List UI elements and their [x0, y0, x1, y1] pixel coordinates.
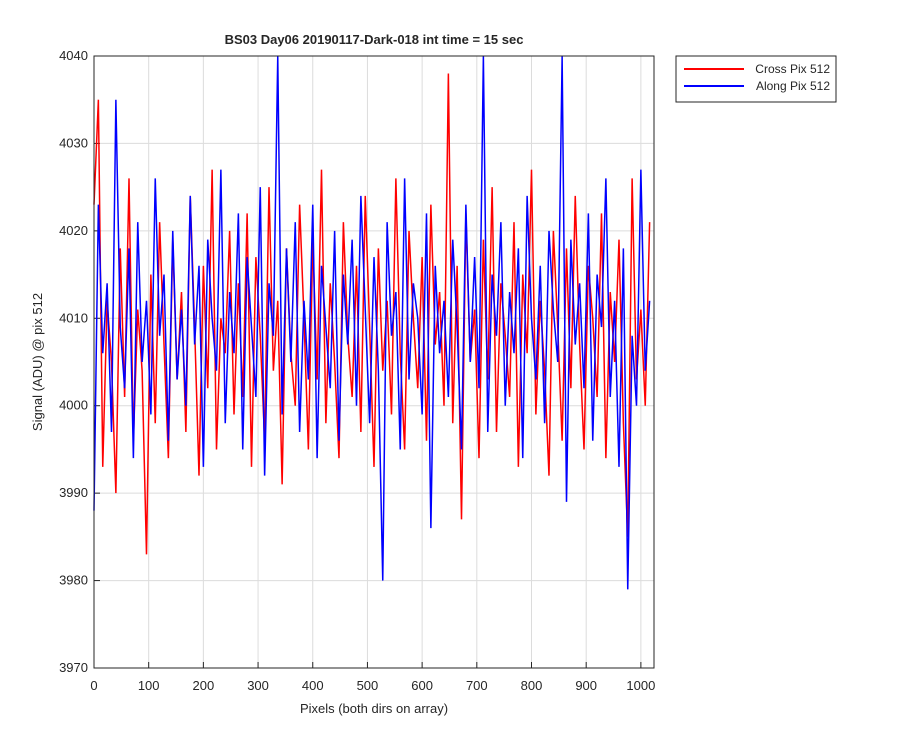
y-tick-label: 4000 — [59, 398, 88, 413]
chart-title: BS03 Day06 20190117-Dark-018 int time = … — [225, 32, 524, 47]
legend-box — [675, 55, 837, 103]
x-tick-label: 900 — [575, 678, 597, 693]
x-tick-label: 500 — [357, 678, 379, 693]
x-tick-label: 800 — [521, 678, 543, 693]
x-tick-label: 400 — [302, 678, 324, 693]
y-tick-label: 4040 — [59, 48, 88, 63]
x-tick-label: 700 — [466, 678, 488, 693]
y-tick-label: 4020 — [59, 223, 88, 238]
x-tick-label: 600 — [411, 678, 433, 693]
x-axis-label: Pixels (both dirs on array) — [300, 701, 448, 716]
x-tick-label: 300 — [247, 678, 269, 693]
x-tick-label: 200 — [193, 678, 215, 693]
legend-label: Along Pix 512 — [756, 79, 830, 93]
y-tick-label: 4010 — [59, 310, 88, 325]
y-tick-label: 3970 — [59, 660, 88, 675]
y-tick-label: 4030 — [59, 135, 88, 150]
x-tick-label: 100 — [138, 678, 160, 693]
x-tick-label: 0 — [90, 678, 97, 693]
y-tick-label: 3980 — [59, 573, 88, 588]
y-axis-label: Signal (ADU) @ pix 512 — [30, 293, 45, 431]
y-tick-label: 3990 — [59, 485, 88, 500]
x-tick-label: 1000 — [626, 678, 655, 693]
plot-frame — [93, 55, 655, 669]
series-line — [93, 55, 651, 590]
legend-label: Cross Pix 512 — [755, 62, 830, 76]
